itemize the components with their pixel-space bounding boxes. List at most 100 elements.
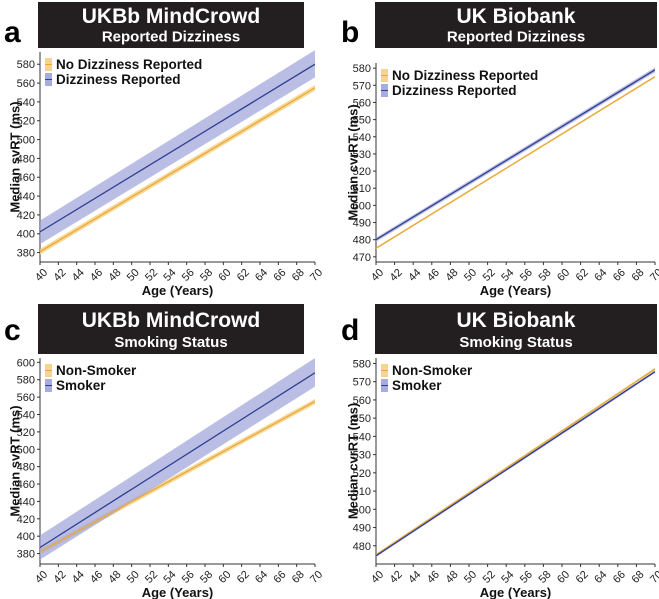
y-tick-label: 570 bbox=[353, 377, 371, 389]
y-tick-label: 530 bbox=[353, 149, 371, 161]
y-tick-label: 400 bbox=[17, 229, 35, 241]
y-axis-title: Median cvrRT (ms) bbox=[346, 403, 361, 519]
series-line-series-1 bbox=[376, 76, 655, 249]
x-axis-title: Age (Years) bbox=[480, 585, 552, 599]
x-tick-label: 46 bbox=[88, 267, 105, 284]
x-tick-label: 46 bbox=[88, 569, 105, 586]
y-axis-title: Median cvrRT (ms) bbox=[346, 104, 361, 220]
x-tick-label: 52 bbox=[481, 267, 498, 284]
confidence-band-series-2 bbox=[40, 50, 315, 245]
x-axis-title: Age (Years) bbox=[480, 283, 552, 298]
series-line-series-1 bbox=[40, 87, 315, 253]
y-tick-label: 500 bbox=[17, 135, 35, 147]
y-tick-label: 420 bbox=[17, 210, 35, 222]
y-tick-label: 500 bbox=[353, 504, 371, 516]
x-tick-label: 68 bbox=[629, 267, 646, 284]
y-tick-label: 580 bbox=[17, 375, 35, 387]
y-tick-label: 520 bbox=[353, 166, 371, 178]
x-tick-label: 52 bbox=[481, 569, 498, 586]
series-line-series-1 bbox=[40, 400, 315, 553]
panel-header-title: UKBb MindCrowd bbox=[82, 309, 260, 332]
x-tick-label: 54 bbox=[161, 569, 178, 586]
y-tick-label: 480 bbox=[353, 541, 371, 553]
y-tick-label: 540 bbox=[353, 431, 371, 443]
x-tick-label: 42 bbox=[388, 569, 405, 586]
y-tick-label: 460 bbox=[17, 479, 35, 491]
y-tick-label: 490 bbox=[353, 523, 371, 535]
series-line-series-2 bbox=[376, 69, 655, 241]
x-tick-label: 44 bbox=[406, 267, 423, 284]
x-tick-label: 60 bbox=[555, 267, 572, 284]
x-tick-label: 42 bbox=[388, 267, 405, 284]
x-tick-label: 66 bbox=[271, 267, 288, 284]
y-tick-label: 380 bbox=[17, 549, 35, 561]
x-tick-label: 64 bbox=[592, 569, 609, 586]
panel-d: UK Biobank Smoking Status d 480 490 500 510 520… bbox=[341, 304, 659, 599]
y-tick-label: 400 bbox=[17, 531, 35, 543]
legend-label: Smoker bbox=[56, 378, 106, 393]
y-tick-label: 600 bbox=[17, 357, 35, 369]
x-tick-label: 58 bbox=[198, 267, 215, 284]
x-tick-label: 66 bbox=[611, 569, 628, 586]
panel-header-bar bbox=[38, 2, 304, 48]
x-tick-label: 48 bbox=[443, 267, 460, 284]
y-tick-label: 550 bbox=[353, 413, 371, 425]
x-tick-label: 56 bbox=[180, 267, 197, 284]
x-axis-title: Age (Years) bbox=[142, 585, 214, 599]
y-tick-label: 530 bbox=[353, 450, 371, 462]
y-tick-label: 440 bbox=[17, 496, 35, 508]
plot-area bbox=[376, 67, 655, 250]
x-tick-label: 42 bbox=[51, 569, 68, 586]
y-tick-label: 470 bbox=[353, 252, 371, 264]
y-tick-label: 480 bbox=[353, 235, 371, 247]
x-tick-label: 70 bbox=[308, 569, 325, 586]
x-tick-label: 58 bbox=[198, 569, 215, 586]
series-line-series-2 bbox=[40, 372, 315, 549]
x-tick-label: 50 bbox=[125, 267, 142, 284]
x-tick-label: 52 bbox=[143, 569, 160, 586]
x-tick-label: 60 bbox=[216, 569, 233, 586]
panel-header-bar bbox=[38, 304, 304, 354]
y-tick-label: 490 bbox=[353, 218, 371, 230]
x-tick-label: 68 bbox=[290, 569, 307, 586]
panel-letter: a bbox=[4, 16, 21, 49]
x-tick-label: 68 bbox=[629, 569, 646, 586]
x-tick-label: 64 bbox=[253, 267, 270, 284]
x-tick-label: 50 bbox=[462, 267, 479, 284]
y-tick-label: 560 bbox=[353, 97, 371, 109]
legend-label: Smoker bbox=[392, 378, 442, 393]
x-tick-label: 44 bbox=[70, 569, 87, 586]
x-tick-label: 46 bbox=[425, 267, 442, 284]
x-tick-label: 54 bbox=[161, 267, 178, 284]
series-line-series-1 bbox=[376, 368, 655, 556]
panel-letter: c bbox=[4, 314, 21, 347]
y-tick-label: 560 bbox=[17, 392, 35, 404]
x-tick-label: 48 bbox=[106, 569, 123, 586]
x-tick-label: 40 bbox=[369, 569, 386, 586]
x-tick-label: 62 bbox=[574, 267, 591, 284]
x-tick-label: 50 bbox=[462, 569, 479, 586]
y-axis-title: Median svRT (ms) bbox=[8, 405, 23, 516]
x-tick-label: 64 bbox=[253, 569, 270, 586]
y-tick-label: 570 bbox=[353, 80, 371, 92]
y-tick-label: 380 bbox=[17, 248, 35, 260]
x-tick-label: 70 bbox=[648, 569, 659, 586]
y-tick-label: 560 bbox=[353, 395, 371, 407]
x-tick-label: 62 bbox=[235, 569, 252, 586]
panel-letter: d bbox=[341, 314, 359, 347]
x-tick-label: 56 bbox=[180, 569, 197, 586]
y-tick-label: 420 bbox=[17, 514, 35, 526]
x-tick-label: 48 bbox=[443, 569, 460, 586]
legend-label: Dizziness Reported bbox=[56, 72, 181, 87]
x-tick-label: 54 bbox=[499, 569, 516, 586]
y-tick-label: 580 bbox=[353, 358, 371, 370]
x-tick-label: 58 bbox=[536, 267, 553, 284]
panel-letter: b bbox=[341, 16, 359, 49]
legend-label: Non-Smoker bbox=[392, 363, 473, 378]
panel-header-title: UKBb MindCrowd bbox=[82, 5, 260, 28]
x-tick-label: 60 bbox=[555, 569, 572, 586]
y-tick-label: 480 bbox=[17, 462, 35, 474]
x-axis-title: Age (Years) bbox=[142, 283, 214, 298]
